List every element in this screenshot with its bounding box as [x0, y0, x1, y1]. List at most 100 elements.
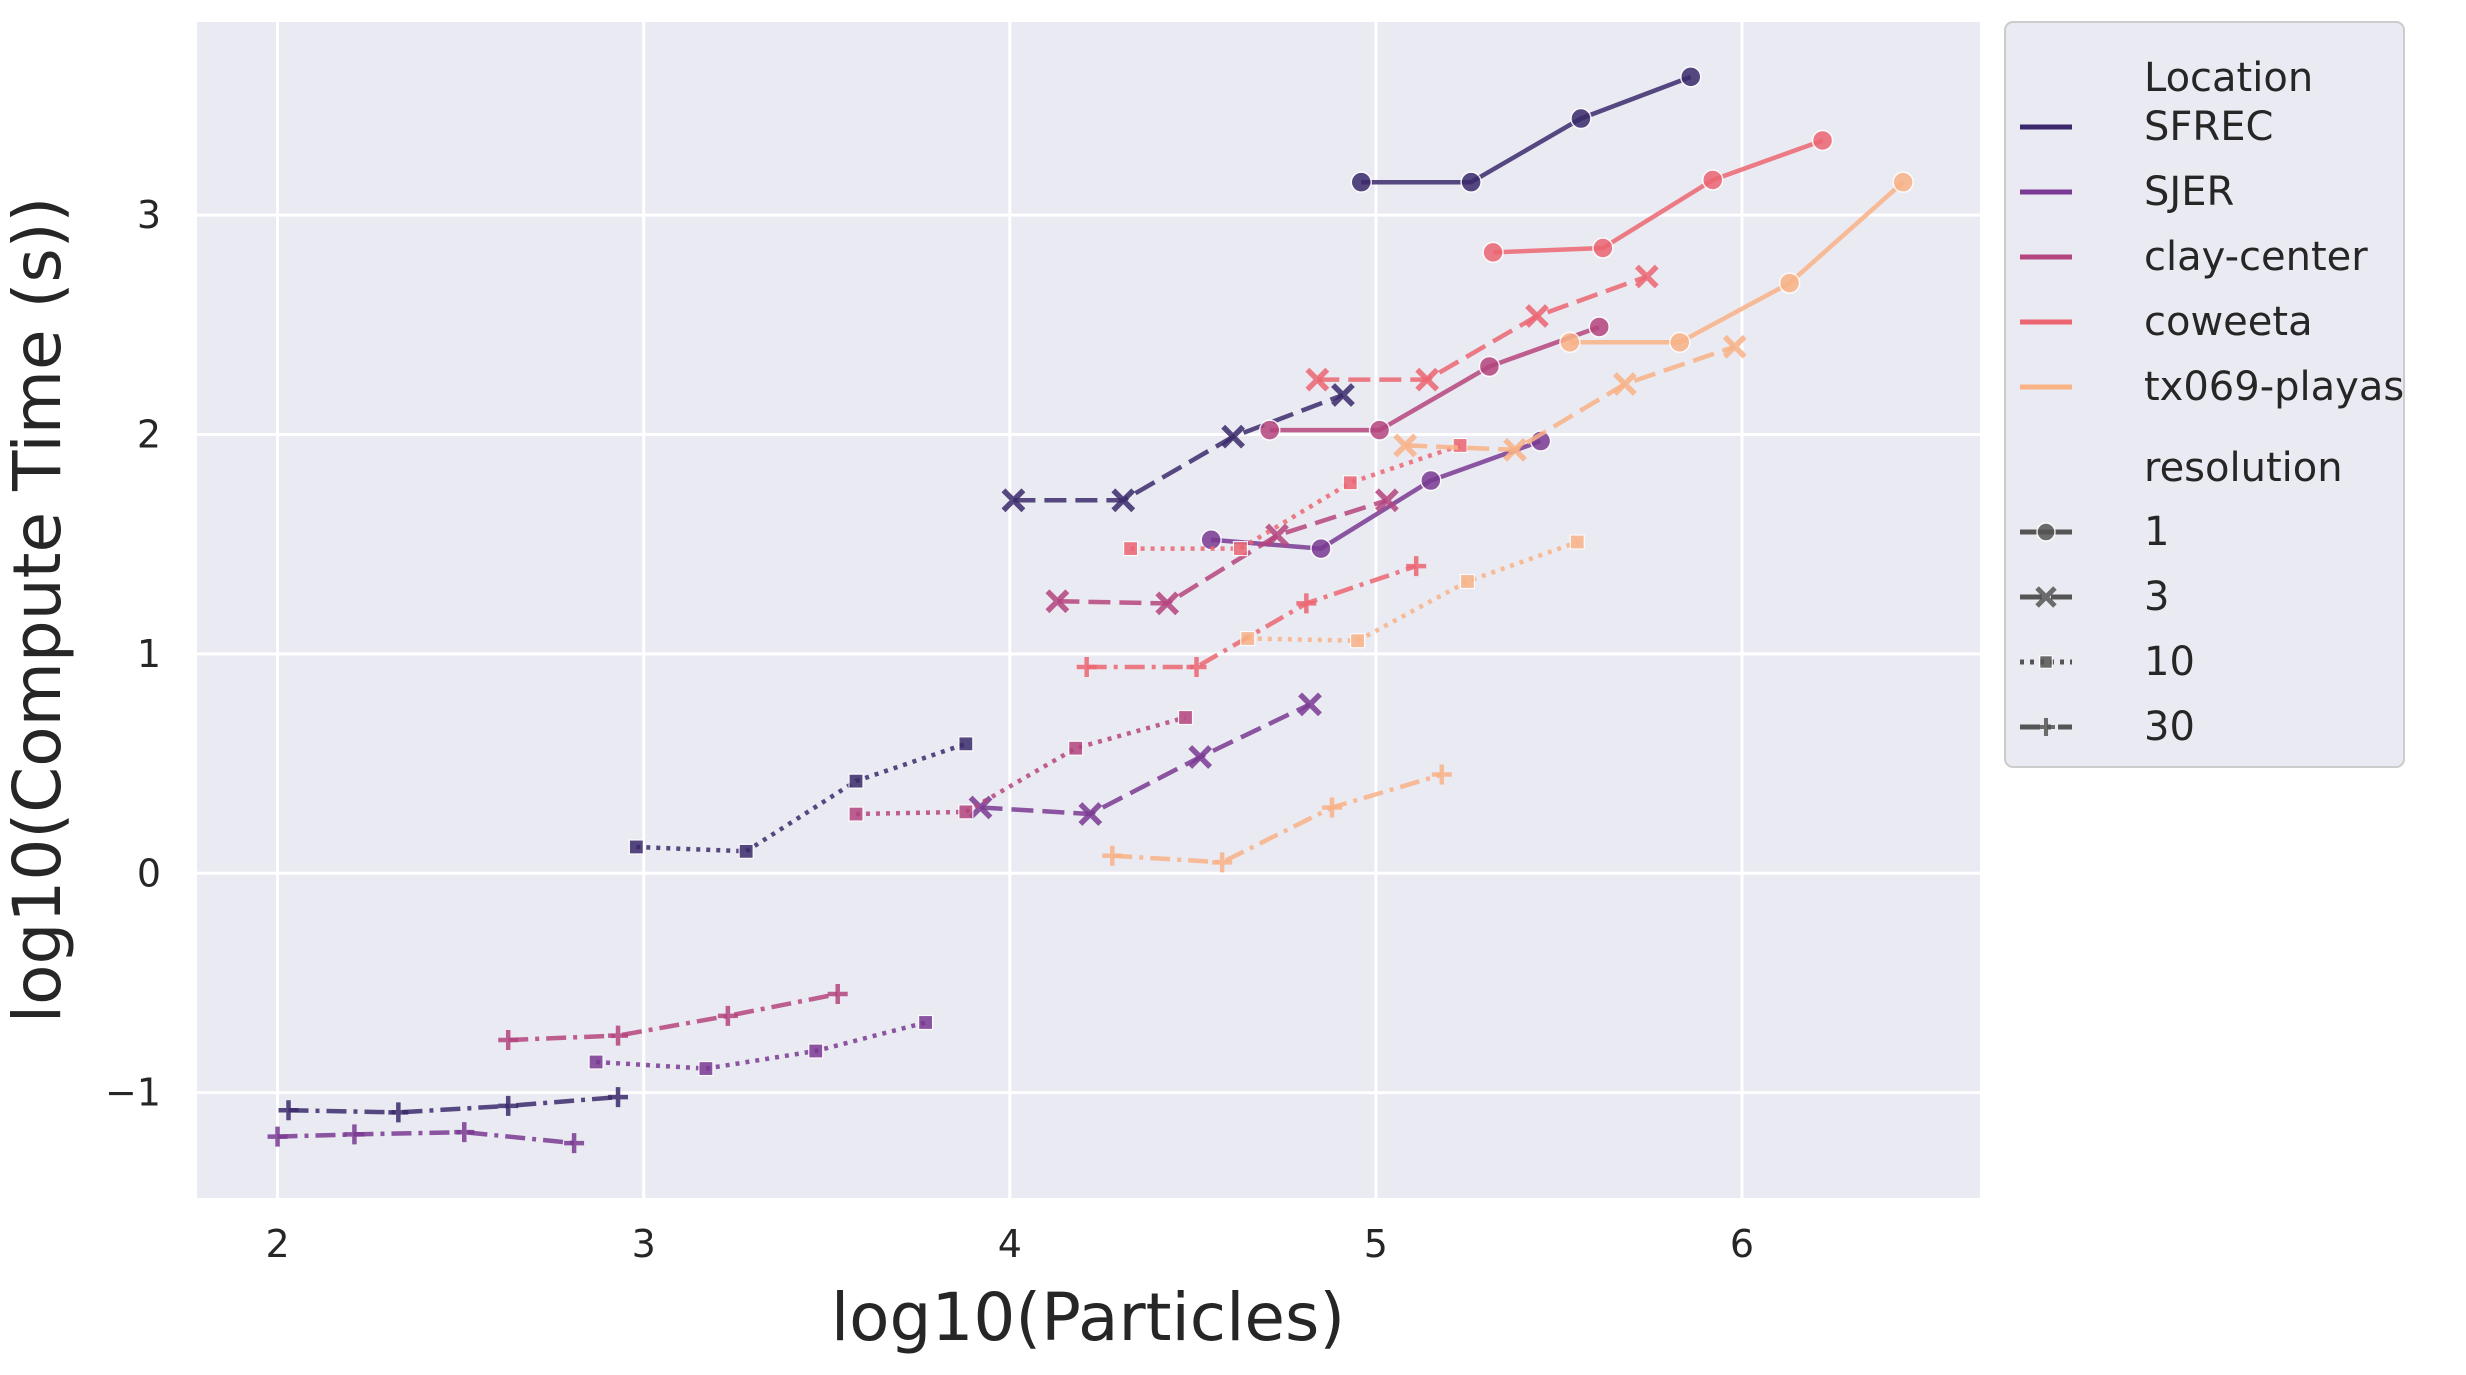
data-point: [1612, 372, 1637, 396]
legend-item-res-3: 3: [2144, 574, 2169, 620]
series-line: [1493, 138, 1824, 255]
series-tx069-playas-res-3: [1393, 334, 1747, 462]
series-line: [508, 991, 839, 1043]
data-point: [1570, 107, 1592, 130]
data-point: [1296, 593, 1317, 614]
x-tick-label: 6: [1730, 1222, 1754, 1266]
data-point: [827, 983, 848, 1004]
series-line: [1057, 498, 1388, 606]
data-point: [1482, 241, 1504, 264]
data-point: [1232, 540, 1249, 557]
series-line: [1247, 539, 1579, 643]
data-point: [1669, 331, 1691, 354]
legend-item-res-30: 30: [2144, 704, 2195, 750]
series-line: [1269, 324, 1600, 433]
data-point: [808, 1043, 824, 1059]
data-point: [1331, 383, 1355, 407]
data-point: [1078, 802, 1103, 826]
plot-background: [197, 22, 1980, 1198]
data-point: [1265, 523, 1289, 548]
legend-style-entries: 1 3 10 30: [2020, 509, 2195, 750]
series-line: [1361, 74, 1692, 185]
data-point: [1321, 797, 1342, 818]
legend-marker-swatch: [2039, 655, 2053, 669]
data-point: [1722, 334, 1747, 359]
data-point: [628, 839, 644, 855]
legend-hue-entries: SFREC SJER clay-center coweeta tx069-playas: [2020, 104, 2404, 410]
series-SFREC-res-30: [278, 1087, 629, 1123]
data-point: [1778, 272, 1801, 294]
series-coweeta-res-30: [1076, 556, 1427, 678]
data-point: [498, 1095, 519, 1116]
legend-item-res-1: 1: [2144, 509, 2169, 555]
data-point: [1569, 534, 1585, 550]
legend-item-tx069-playas: tx069-playas: [2144, 364, 2404, 410]
data-point: [388, 1102, 409, 1123]
data-point: [1393, 433, 1418, 458]
data-point: [278, 1100, 299, 1121]
data-point: [1188, 745, 1213, 769]
series-tx069-playas-res-10: [1240, 534, 1585, 649]
legend-item-SFREC: SFREC: [2144, 104, 2273, 150]
series-line: [1086, 563, 1417, 670]
y-tick-label: −1: [105, 1071, 161, 1115]
series-line: [1112, 772, 1443, 865]
series-tx069-playas-res-1: [1559, 171, 1914, 354]
data-point: [1305, 367, 1330, 392]
series-line: [288, 1094, 619, 1115]
data-point: [1406, 556, 1427, 577]
series-SFREC-res-10: [628, 736, 974, 859]
data-point: [917, 1014, 934, 1031]
grid: [197, 22, 1980, 1198]
data-point: [1368, 419, 1391, 441]
series-coweeta-res-3: [1305, 264, 1659, 392]
series-layer: [267, 66, 1914, 1154]
data-point: [698, 1060, 714, 1077]
legend-item-SJER: SJER: [2144, 169, 2234, 215]
data-point: [1350, 171, 1373, 193]
data-point: [1177, 709, 1194, 726]
data-point: [1634, 264, 1659, 289]
data-point: [958, 804, 974, 820]
data-point: [1559, 331, 1581, 354]
data-point: [1503, 437, 1527, 462]
series-coweeta-res-1: [1482, 129, 1834, 264]
series-line: [855, 715, 1187, 817]
y-tick-label: 1: [137, 632, 161, 676]
data-point: [1342, 475, 1358, 491]
series-clay-center-res-30: [498, 983, 848, 1051]
data-point: [1588, 316, 1610, 338]
data-point: [344, 1124, 365, 1145]
y-axis-title: log10(Compute Time (s)): [0, 197, 76, 1023]
data-point: [1525, 304, 1549, 328]
data-point: [608, 1087, 629, 1108]
data-point: [1420, 469, 1442, 492]
data-point: [1478, 355, 1501, 378]
data-point: [498, 1030, 519, 1051]
data-point: [1415, 367, 1440, 392]
x-ticks: 2 3 4 5 6: [265, 1222, 1754, 1266]
data-point: [1076, 657, 1097, 678]
data-point: [454, 1122, 475, 1143]
data-point: [1212, 852, 1233, 873]
data-point: [1349, 633, 1366, 649]
y-tick-label: 3: [137, 193, 161, 237]
series-clay-center-res-3: [1045, 488, 1399, 616]
series-line: [1013, 392, 1344, 503]
data-point: [717, 1005, 738, 1026]
data-point: [1240, 630, 1256, 647]
series-line: [1130, 443, 1461, 551]
data-point: [1123, 540, 1139, 557]
y-tick-label: 2: [137, 412, 161, 456]
legend-marker-swatch: [2036, 522, 2056, 542]
series-line: [980, 702, 1311, 817]
series-line: [277, 1129, 575, 1146]
data-point: [588, 1054, 604, 1070]
data-point: [1811, 129, 1834, 152]
series-line: [1405, 344, 1736, 453]
data-point: [1221, 424, 1246, 449]
data-point: [1102, 845, 1123, 866]
data-point: [1892, 171, 1914, 193]
legend-box: [2004, 21, 2405, 768]
series-SFREC-res-1: [1350, 66, 1702, 193]
